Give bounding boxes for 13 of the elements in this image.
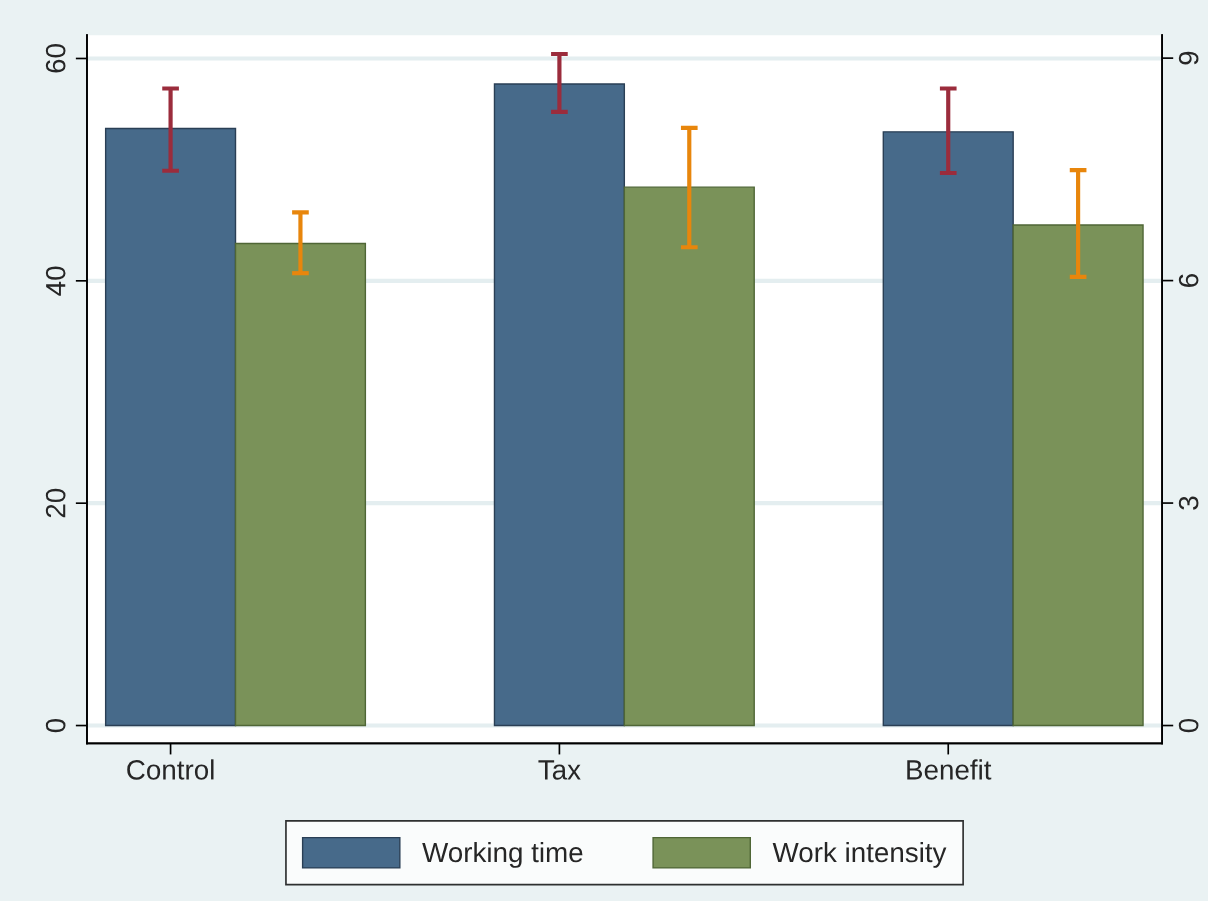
legend-label: Work intensity xyxy=(772,841,947,868)
y2-tick-label: 9 xyxy=(1178,51,1199,65)
y2-tick-label: 3 xyxy=(1178,496,1199,510)
y2-tick-label: 0 xyxy=(1178,718,1199,733)
x-tick-label: Tax xyxy=(538,760,581,780)
y2-tick-label: 6 xyxy=(1178,274,1199,287)
legend-label: Working time xyxy=(422,841,583,868)
x-tick-label: Benefit xyxy=(907,759,992,780)
y-tick-label: 20 xyxy=(45,488,66,518)
x-tick-label: Control xyxy=(127,759,214,780)
y-tick-label: 0 xyxy=(45,718,66,733)
y-tick-label: 40 xyxy=(45,266,66,296)
y-tick-label: 60 xyxy=(45,44,66,73)
